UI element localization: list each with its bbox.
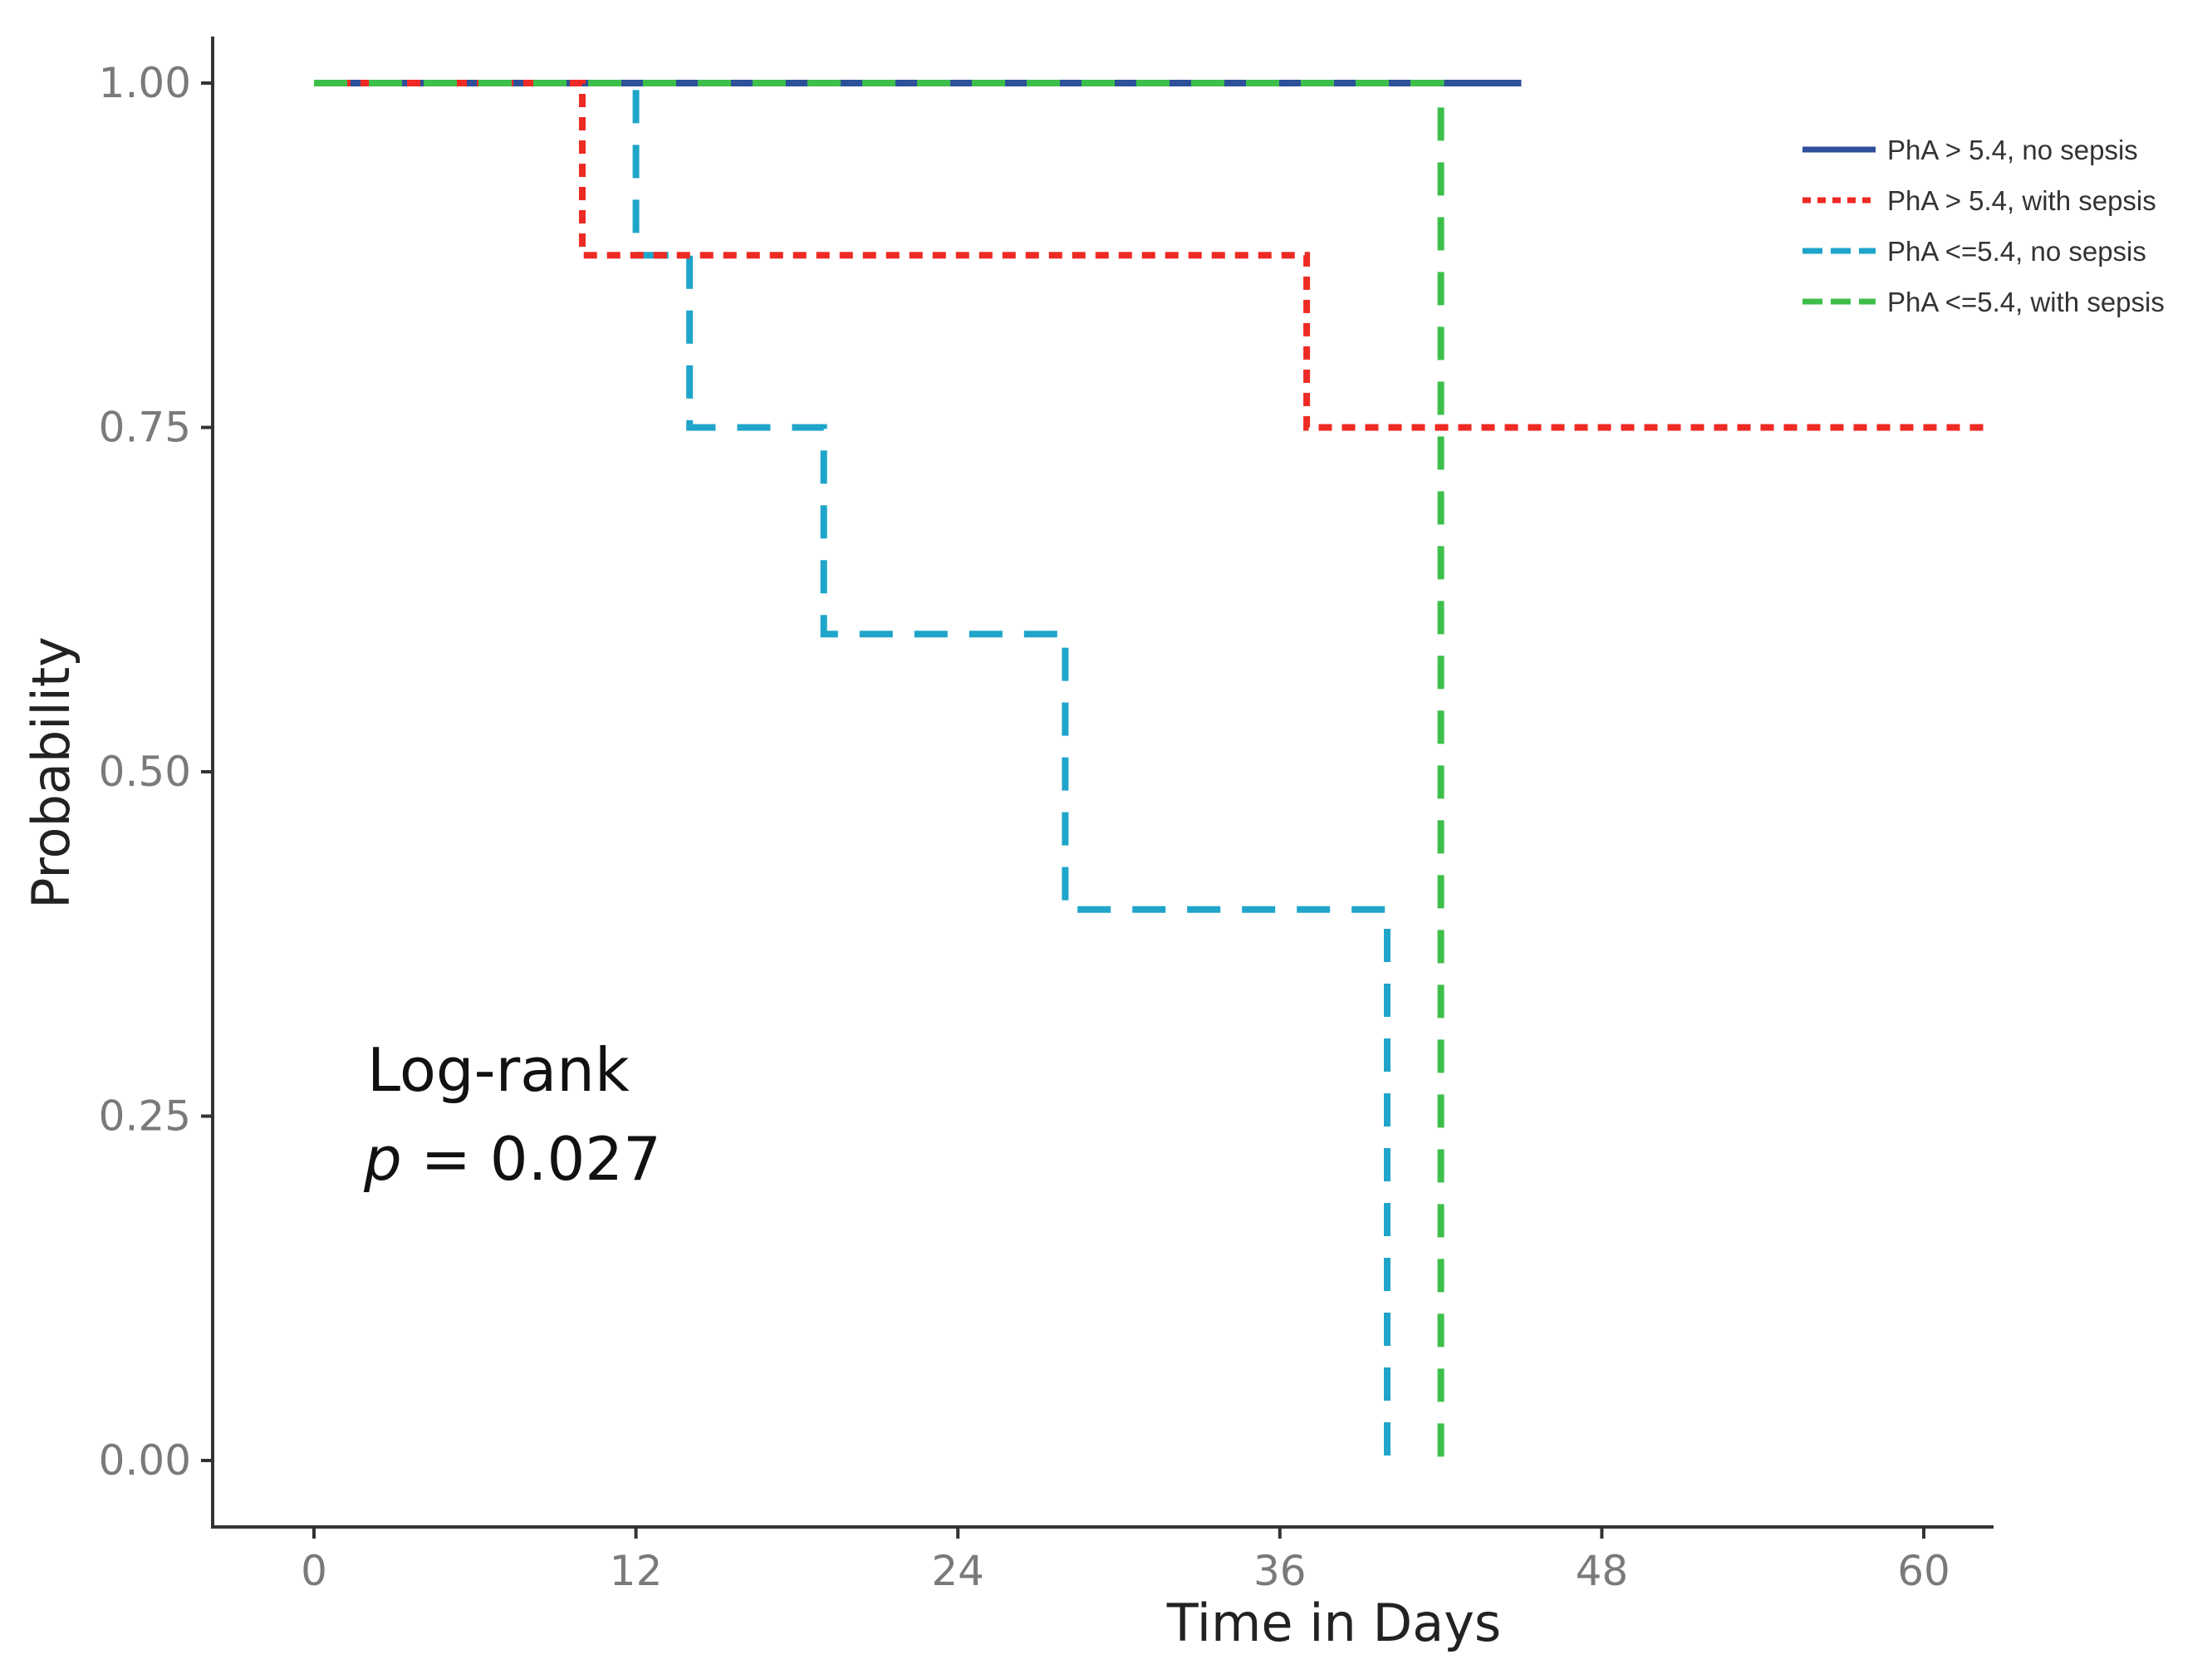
y-tick-label: 0.00 [99,1436,191,1485]
y-axis-title: Probability [21,636,81,909]
logrank-label: Log-rank [367,1035,630,1105]
x-tick-label: 60 [1897,1547,1950,1595]
series-layer [314,80,1991,1460]
x-tick-label: 36 [1253,1547,1307,1595]
legend-label: PhA <=5.4, no sepsis [1887,236,2146,267]
p-value-label: p = 0.027 [363,1124,661,1194]
x-tick-label: 12 [610,1547,663,1595]
x-tick-label: 0 [301,1547,327,1595]
series-pha-le-with-sepsis [314,80,1444,1460]
axes [211,37,1994,1529]
series-pha-gt-with-sepsis [314,80,1991,431]
y-tick-label: 0.25 [99,1092,191,1141]
series-pha-le-no-sepsis [314,80,1390,1460]
x-tick-label: 24 [931,1547,984,1595]
x-tick-label: 48 [1576,1547,1629,1595]
legend-label: PhA > 5.4, no sepsis [1887,135,2138,165]
y-tick-label: 0.75 [99,404,191,452]
y-tick-label: 0.50 [99,748,191,796]
legend: PhA > 5.4, no sepsis PhA > 5.4, with seps… [1802,135,2165,317]
x-axis-title: Time in Days [1166,1593,1501,1653]
y-tick-label: 1.00 [99,59,191,107]
p-value: = 0.027 [402,1124,661,1194]
legend-label: PhA > 5.4, with sepsis [1887,185,2156,216]
legend-label: PhA <=5.4, with sepsis [1887,287,2165,317]
p-symbol: p [363,1124,402,1194]
ticks: 0 12 24 36 48 60 0.00 0.25 0.50 0.75 1.00 [99,59,1950,1595]
